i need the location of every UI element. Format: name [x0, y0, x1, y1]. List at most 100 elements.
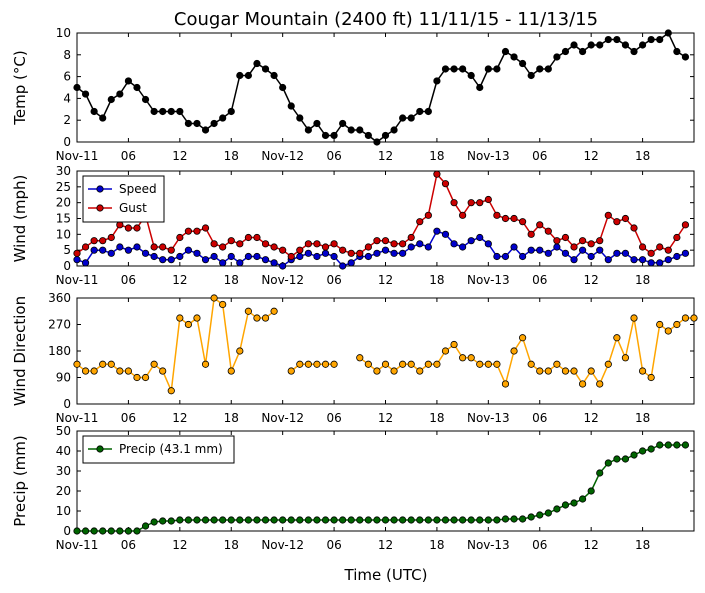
x-tick-label: 06: [326, 538, 341, 552]
data-point: [484, 195, 492, 204]
data-point: [210, 119, 218, 128]
series-line: [359, 317, 694, 387]
data-point: [253, 233, 261, 242]
y-tick-label: 30: [56, 164, 71, 178]
data-point: [381, 516, 390, 524]
data-point: [210, 252, 218, 261]
data-point: [296, 114, 304, 122]
data-point: [416, 107, 424, 116]
data-point: [613, 218, 621, 226]
data-point: [390, 249, 398, 257]
data-point: [484, 360, 492, 368]
data-point: [647, 259, 655, 267]
data-point: [476, 83, 484, 92]
data-point: [673, 252, 681, 261]
data-point: [578, 237, 587, 245]
data-point: [399, 249, 407, 257]
data-point: [501, 515, 510, 523]
x-tick-label: Nov-13: [467, 273, 510, 287]
data-point: [638, 447, 647, 455]
y-tick-label: 10: [56, 227, 71, 241]
data-point: [313, 360, 321, 368]
data-point: [450, 199, 458, 207]
data-point: [287, 516, 295, 524]
data-point: [330, 131, 338, 140]
data-point: [433, 516, 441, 524]
data-point: [313, 119, 321, 128]
series-precip-0: [73, 441, 690, 535]
data-point: [390, 126, 398, 134]
data-point: [553, 360, 561, 368]
data-point: [681, 249, 690, 257]
data-point: [141, 522, 150, 530]
data-point: [279, 262, 287, 270]
data-point: [347, 126, 355, 134]
data-point: [150, 107, 158, 116]
data-point: [621, 214, 630, 223]
data-point: [450, 516, 458, 524]
data-point: [424, 243, 432, 251]
x-tick-label: 12: [172, 273, 187, 287]
data-point: [493, 360, 501, 368]
data-point: [373, 367, 381, 375]
data-point: [133, 224, 141, 232]
data-point: [81, 259, 90, 267]
data-point: [673, 320, 681, 329]
data-point: [184, 516, 193, 524]
data-point: [407, 233, 415, 242]
data-point: [527, 230, 535, 238]
data-point: [227, 107, 235, 116]
data-point: [321, 243, 330, 251]
data-point: [604, 35, 612, 44]
data-point: [244, 516, 252, 524]
data-point: [656, 320, 664, 329]
y-tick-label: 10: [56, 26, 71, 40]
y-tick-label: 0: [63, 524, 71, 538]
data-point: [416, 218, 424, 226]
data-point: [621, 455, 630, 463]
data-point: [141, 249, 150, 257]
data-point: [519, 218, 527, 226]
x-tick-label: Nov-13: [467, 149, 510, 163]
data-point: [176, 233, 184, 242]
data-point: [544, 367, 552, 375]
x-tick-label: Nov-12: [261, 273, 304, 287]
data-point: [219, 300, 227, 309]
data-point: [664, 327, 672, 335]
data-point: [544, 65, 552, 73]
data-point: [330, 516, 338, 524]
legend-swatch-marker: [96, 445, 104, 453]
data-point: [133, 527, 141, 535]
y-tick-label: 6: [63, 70, 71, 84]
x-tick-label: Nov-11: [56, 273, 99, 287]
data-point: [681, 53, 690, 61]
data-point: [519, 59, 527, 68]
data-point: [167, 107, 175, 116]
data-point: [73, 527, 81, 535]
data-point: [236, 516, 244, 524]
data-point: [201, 516, 210, 524]
data-point: [253, 59, 261, 68]
data-point: [321, 131, 330, 140]
legend-swatch-marker: [96, 185, 104, 193]
data-point: [193, 516, 201, 524]
data-point: [407, 516, 415, 524]
data-point: [296, 516, 304, 524]
data-point: [433, 170, 441, 178]
data-point: [201, 224, 210, 232]
x-tick-label: 06: [326, 273, 341, 287]
data-point: [681, 221, 690, 229]
data-point: [150, 360, 158, 368]
data-point: [261, 240, 270, 248]
data-point: [81, 527, 90, 535]
data-point: [184, 246, 193, 254]
x-tick-label: 12: [378, 273, 393, 287]
x-tick-label: 18: [224, 411, 239, 425]
data-point: [261, 65, 270, 73]
data-point: [124, 367, 133, 375]
data-point: [484, 516, 492, 524]
data-point: [339, 119, 347, 128]
data-point: [450, 240, 458, 248]
y-tick-label: 0: [63, 135, 71, 149]
